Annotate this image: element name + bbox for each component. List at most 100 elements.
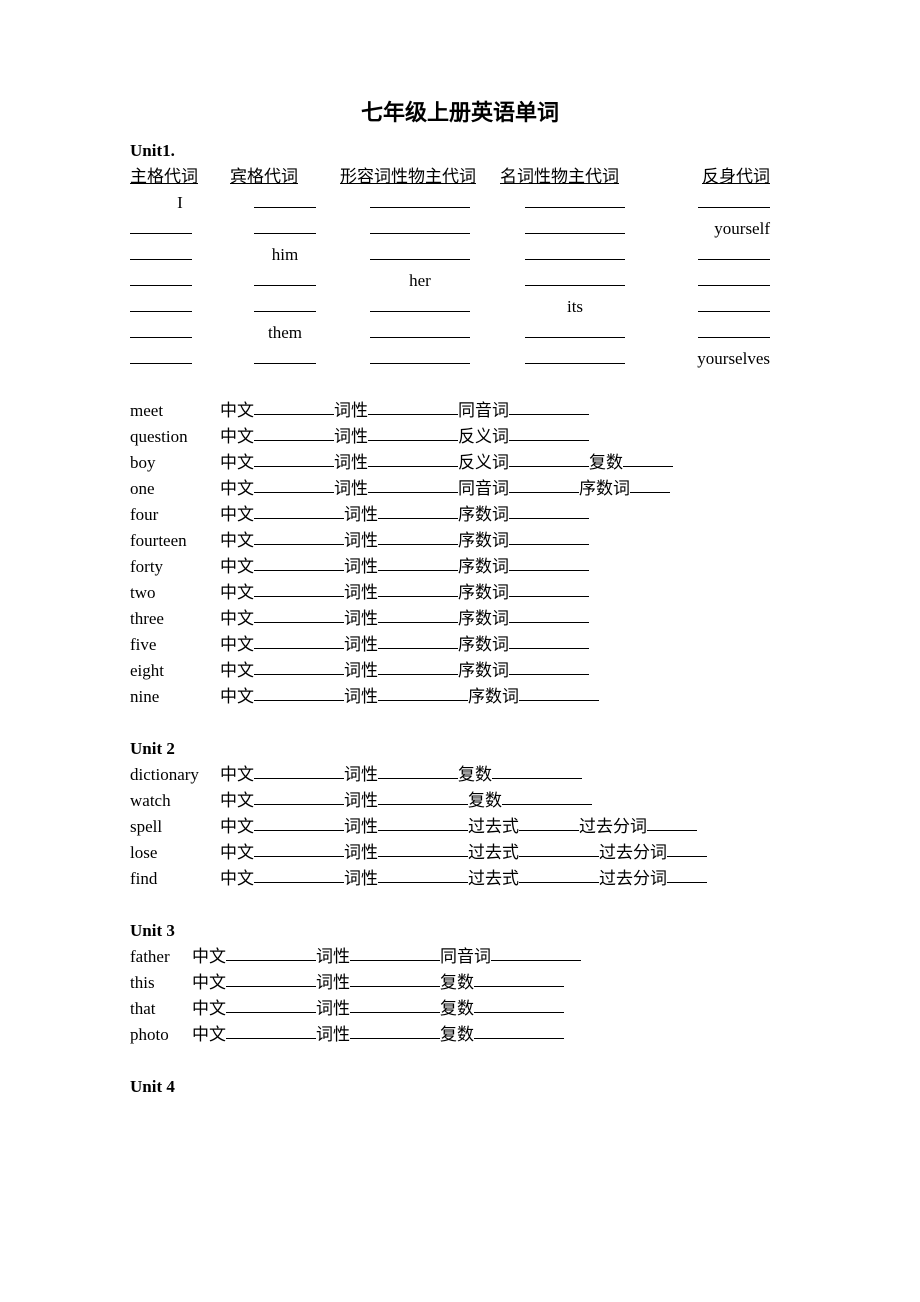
pronoun-cell	[340, 320, 500, 346]
field-label: 词性	[344, 814, 378, 840]
field-label: 序数词	[579, 476, 630, 502]
fields-cell: 中文词性复数	[192, 1022, 790, 1048]
field-label: 序数词	[458, 658, 509, 684]
blank-line	[254, 658, 344, 675]
blank-line	[370, 347, 470, 364]
pronoun-cell	[500, 268, 650, 294]
unit4-heading: Unit 4	[130, 1074, 790, 1100]
field-label: 过去式	[468, 866, 519, 892]
word-row: meet中文 词性 同音词	[130, 398, 790, 424]
blank-line	[130, 295, 192, 312]
field-label: 中文	[220, 424, 254, 450]
pronoun-cell: them	[230, 320, 340, 346]
pronoun-cell: him	[230, 242, 340, 268]
word-cell: two	[130, 580, 220, 606]
word-row: fourteen中文 词性序数词	[130, 528, 790, 554]
unit3-section: Unit 3 father中文词性同音词this中文词性复数that中文词性复数…	[130, 918, 790, 1048]
fields-cell: 中文 词性 反义词	[220, 424, 790, 450]
blank-line	[698, 321, 770, 338]
blank-line	[378, 528, 458, 545]
field-label: 过去分词	[599, 866, 667, 892]
blank-line	[254, 554, 344, 571]
field-label: 序数词	[468, 684, 519, 710]
field-label: 词性	[344, 762, 378, 788]
blank-line	[368, 476, 458, 493]
word-cell: four	[130, 502, 220, 528]
pronoun-row: I	[130, 190, 790, 216]
field-label: 中文	[220, 476, 254, 502]
blank-line	[226, 1022, 316, 1039]
pronoun-cell	[340, 294, 500, 320]
unit3-heading: Unit 3	[130, 918, 790, 944]
field-label: 复数	[458, 762, 492, 788]
blank-line	[378, 788, 468, 805]
blank-line	[509, 632, 589, 649]
word-row: dictionary 中文词性复数	[130, 762, 790, 788]
pronoun-cell	[230, 294, 340, 320]
word-cell: father	[130, 944, 192, 970]
field-label: 中文	[220, 658, 254, 684]
fields-cell: 中文词性复数	[192, 996, 790, 1022]
field-label: 过去分词	[599, 840, 667, 866]
word-cell: one	[130, 476, 220, 502]
blank-line	[254, 295, 316, 312]
fields-cell: 中文词性复数	[192, 970, 790, 996]
blank-line	[254, 347, 316, 364]
field-label: 反义词	[458, 450, 509, 476]
word-cell: dictionary	[130, 762, 220, 788]
word-cell: forty	[130, 554, 220, 580]
blank-line	[519, 866, 599, 883]
field-label: 序数词	[458, 554, 509, 580]
field-label: 中文	[220, 528, 254, 554]
field-label: 词性	[344, 866, 378, 892]
field-label: 词性	[316, 944, 350, 970]
field-label: 中文	[220, 814, 254, 840]
pronoun-cell	[230, 190, 340, 216]
pronoun-row: him	[130, 242, 790, 268]
word-row: find中文词性过去式过去分词	[130, 866, 790, 892]
field-label: 复数	[440, 1022, 474, 1048]
blank-line	[370, 295, 470, 312]
pronoun-cell	[500, 242, 650, 268]
field-label: 过去式	[468, 840, 519, 866]
pronoun-cell: yourselves	[650, 346, 770, 372]
blank-line	[519, 814, 579, 831]
field-label: 词性	[334, 476, 368, 502]
blank-line	[509, 502, 589, 519]
blank-line	[667, 840, 707, 857]
blank-line	[667, 866, 707, 883]
blank-line	[509, 580, 589, 597]
blank-line	[509, 476, 579, 493]
blank-line	[254, 191, 316, 208]
word-cell: this	[130, 970, 192, 996]
field-label: 词性	[344, 554, 378, 580]
blank-line	[130, 269, 192, 286]
field-label: 中文	[192, 970, 226, 996]
field-label: 词性	[344, 788, 378, 814]
blank-line	[491, 944, 581, 961]
word-row: three中文 词性序数词	[130, 606, 790, 632]
blank-line	[509, 554, 589, 571]
field-label: 词性	[316, 996, 350, 1022]
blank-line	[509, 424, 589, 441]
pronoun-header-row: 主格代词 宾格代词 形容词性物主代词 名词性物主代词 反身代词	[130, 164, 790, 190]
fields-cell: 中文 词性序数词	[220, 632, 790, 658]
blank-line	[698, 191, 770, 208]
pronoun-cell	[340, 216, 500, 242]
pronoun-row: yourself	[130, 216, 790, 242]
blank-line	[378, 606, 458, 623]
blank-line	[525, 217, 625, 234]
fields-cell: 中文词性过去式过去分词	[220, 814, 790, 840]
header-poss-noun: 名词性物主代词	[500, 164, 650, 190]
unit3-word-list: father中文词性同音词this中文词性复数that中文词性复数photo 中…	[130, 944, 790, 1048]
pronoun-cell	[650, 294, 770, 320]
fields-cell: 中文词性过去式过去分词	[220, 866, 790, 892]
field-label: 词性	[344, 528, 378, 554]
pronoun-cell	[130, 216, 230, 242]
fields-cell: 中文 词性序数词	[220, 658, 790, 684]
field-label: 中文	[220, 840, 254, 866]
field-label: 词性	[316, 1022, 350, 1048]
pronoun-row: her	[130, 268, 790, 294]
pronoun-cell	[650, 320, 770, 346]
blank-line	[509, 398, 589, 415]
